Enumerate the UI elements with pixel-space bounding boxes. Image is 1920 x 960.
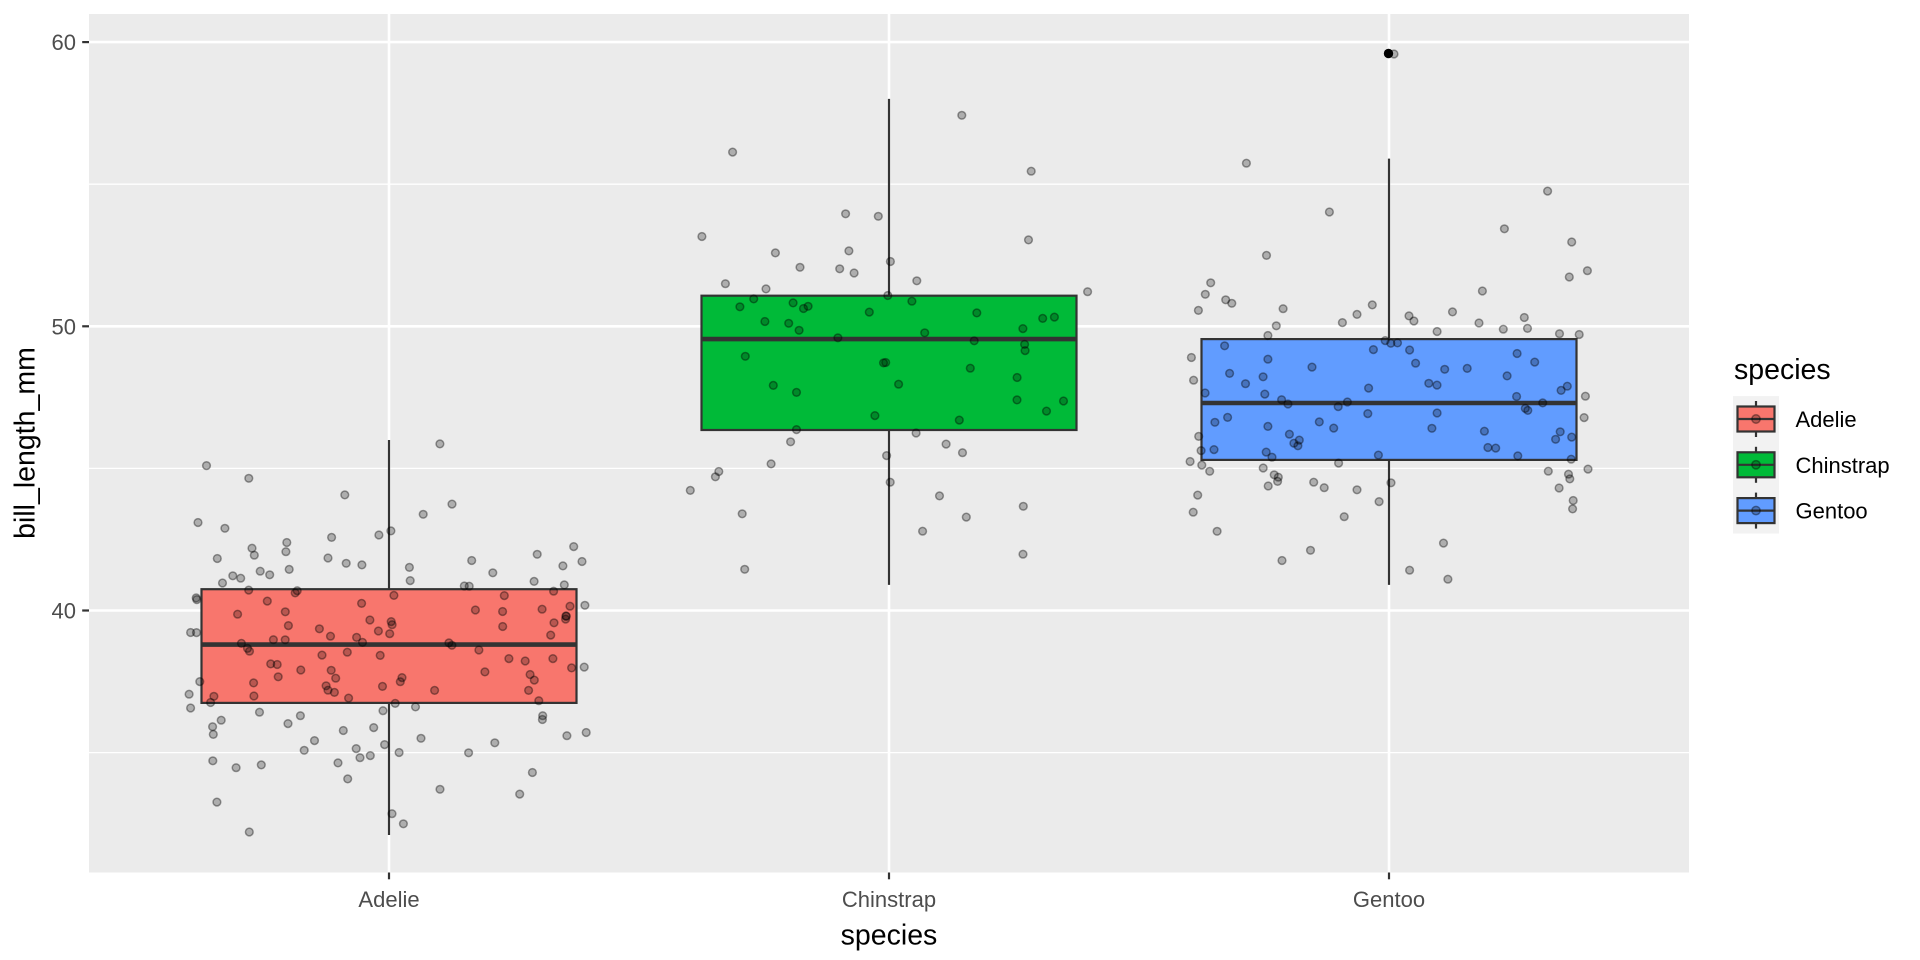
- svg-text:bill_length_mm: bill_length_mm: [10, 347, 42, 539]
- svg-text:60: 60: [52, 30, 76, 55]
- svg-text:Adelie: Adelie: [1796, 407, 1857, 432]
- svg-text:Gentoo: Gentoo: [1796, 499, 1868, 524]
- svg-text:Chinstrap: Chinstrap: [1796, 453, 1890, 478]
- svg-text:40: 40: [52, 599, 76, 624]
- svg-text:Gentoo: Gentoo: [1353, 887, 1425, 912]
- svg-text:species: species: [1734, 354, 1831, 386]
- svg-text:species: species: [841, 920, 938, 952]
- svg-text:Chinstrap: Chinstrap: [842, 887, 936, 912]
- svg-text:50: 50: [52, 314, 76, 339]
- svg-text:Adelie: Adelie: [358, 887, 419, 912]
